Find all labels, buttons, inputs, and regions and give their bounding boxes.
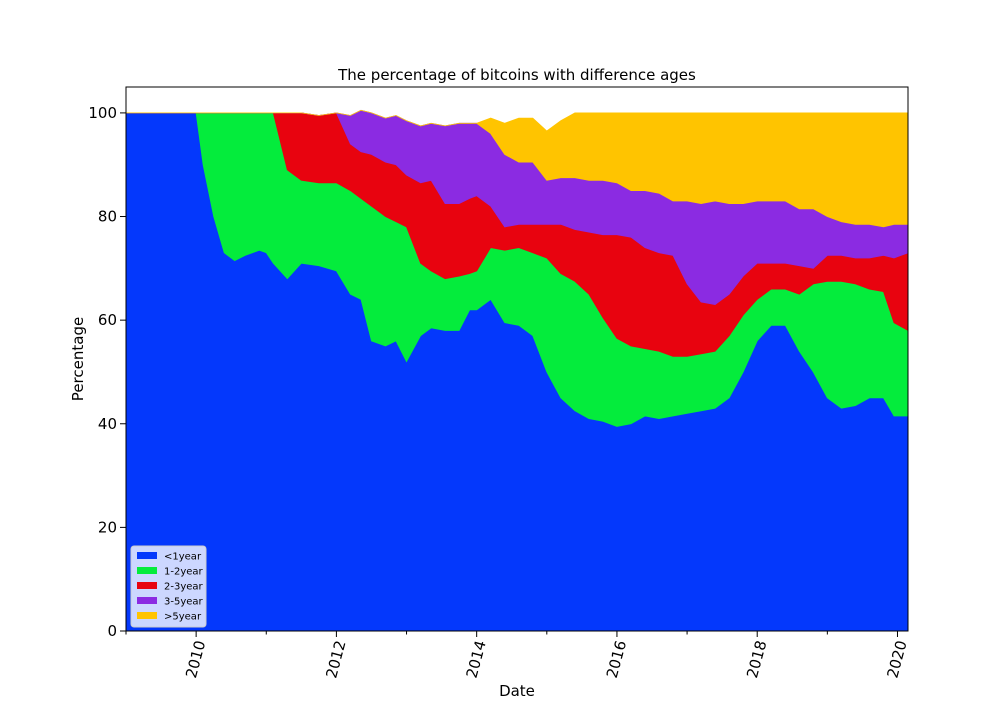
- x-axis-title: Date: [499, 682, 535, 700]
- y-tick-label: 80: [98, 208, 117, 226]
- legend-swatch: [137, 582, 157, 589]
- legend-label: 1-2year: [164, 567, 204, 578]
- legend-swatch: [137, 552, 157, 559]
- plot-frame: [125, 86, 909, 632]
- y-tick-label: 40: [98, 415, 117, 433]
- x-tick-label: 2020: [883, 639, 910, 681]
- y-tick-label: 0: [107, 622, 117, 640]
- legend-label: <1year: [164, 552, 202, 563]
- y-tick-label: 100: [88, 104, 117, 122]
- legend-swatch: [137, 612, 157, 619]
- x-tick-label: 2010: [182, 639, 209, 681]
- legend-swatch: [137, 567, 157, 574]
- x-tick-label: 2014: [463, 639, 490, 681]
- legend-label: 3-5year: [164, 597, 204, 608]
- legend-box: [130, 545, 207, 628]
- x-tick-label: 2018: [743, 639, 770, 681]
- legend-label: >5year: [164, 612, 202, 623]
- y-tick-label: 20: [98, 518, 117, 536]
- legend-swatch: [137, 597, 157, 604]
- y-tick-label: 60: [98, 311, 117, 329]
- x-axis: 2010 2012 2014 2016 2018 2020: [125, 631, 911, 681]
- legend: <1year 1-2year 2-3year 3-5year >5year: [130, 545, 207, 628]
- y-axis-title: Percentage: [69, 317, 87, 401]
- chart-title: The percentage of bitcoins with differen…: [337, 66, 696, 84]
- plot-areas: [125, 109, 909, 632]
- x-tick-label: 2012: [322, 639, 349, 681]
- y-axis: 0 20 40 60 80 100: [88, 104, 126, 640]
- legend-label: 2-3year: [164, 582, 204, 593]
- x-tick-label: 2016: [603, 639, 630, 681]
